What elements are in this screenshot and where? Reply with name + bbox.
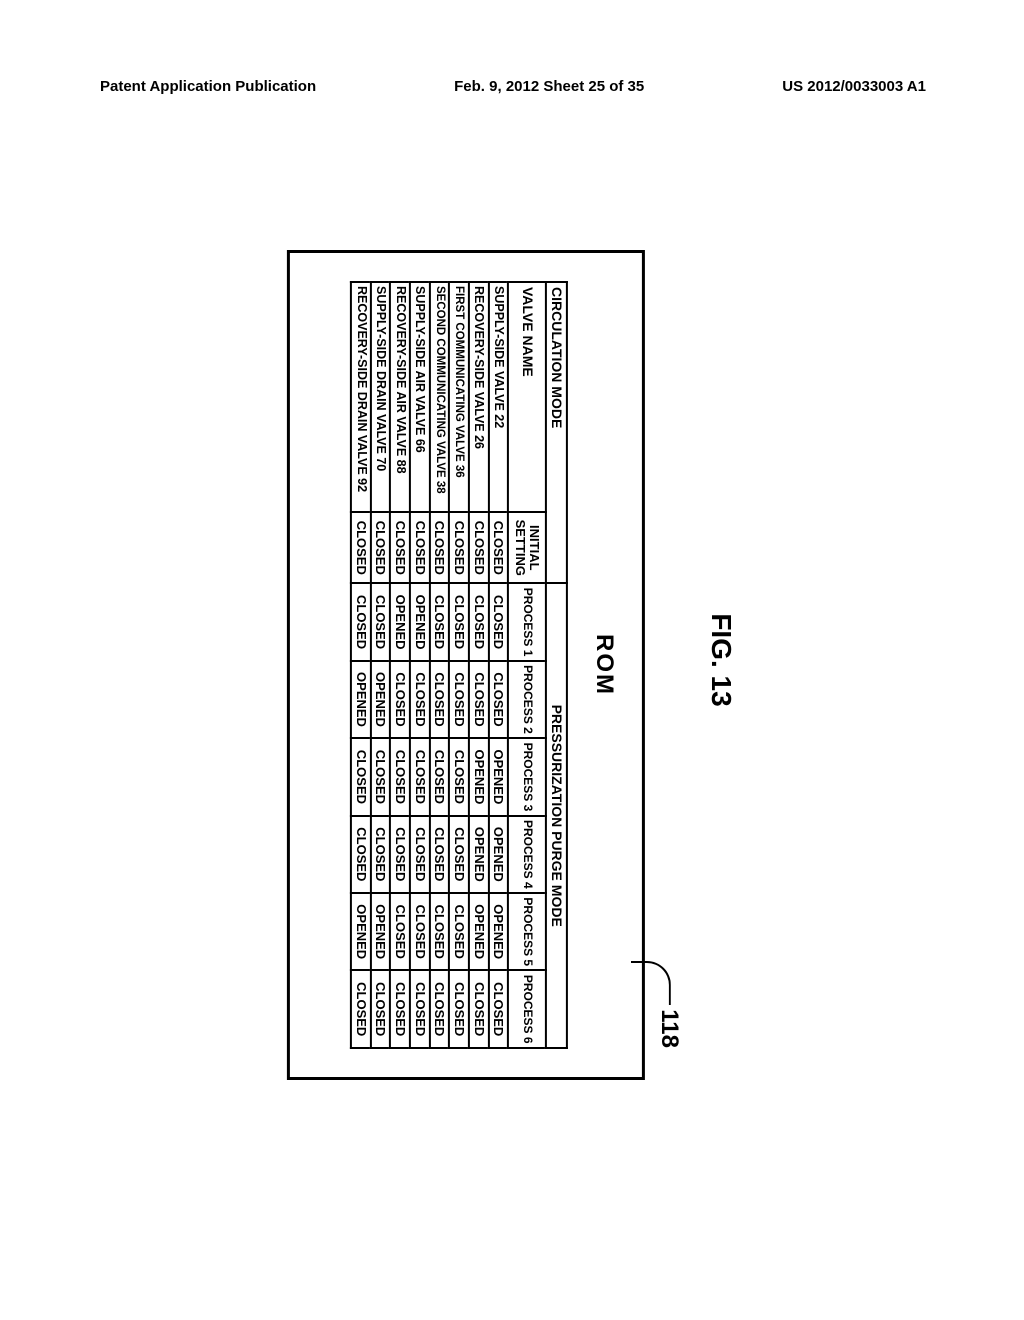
rom-box: ROM CIRCULATION MODE PRESSURIZATION PURG… — [287, 250, 645, 1080]
state-cell: CLOSED — [410, 512, 430, 583]
initial-setting-header: INITIAL SETTING — [508, 512, 546, 583]
valve-name-cell: SUPPLY-SIDE AIR VALVE 66 — [410, 282, 430, 512]
state-cell: CLOSED — [449, 512, 469, 583]
state-cell: OPENED — [489, 893, 509, 970]
process-5-header: PROCESS 5 — [508, 893, 546, 970]
process-2-header: PROCESS 2 — [508, 661, 546, 738]
state-cell: OPENED — [390, 583, 410, 660]
circulation-mode-header: CIRCULATION MODE — [546, 282, 567, 583]
state-cell: CLOSED — [390, 738, 410, 815]
state-cell: CLOSED — [351, 583, 371, 660]
state-cell: CLOSED — [449, 661, 469, 738]
state-cell: CLOSED — [351, 738, 371, 815]
state-cell: CLOSED — [390, 816, 410, 893]
state-cell: CLOSED — [430, 816, 450, 893]
state-cell: CLOSED — [430, 512, 450, 583]
state-cell: OPENED — [351, 661, 371, 738]
process-4-header: PROCESS 4 — [508, 816, 546, 893]
valve-name-cell: FIRST COMMUNICATING VALVE 36 — [449, 282, 469, 512]
process-6-header: PROCESS 6 — [508, 970, 546, 1048]
process-3-header: PROCESS 3 — [508, 738, 546, 815]
state-cell: CLOSED — [410, 893, 430, 970]
header-right: US 2012/0033003 A1 — [782, 78, 926, 95]
figure-label: FIG. 13 — [705, 160, 737, 1160]
valve-name-cell: SUPPLY-SIDE DRAIN VALVE 70 — [371, 282, 391, 512]
state-cell: CLOSED — [430, 893, 450, 970]
table-row: RECOVERY-SIDE AIR VALVE 88 CLOSED OPENED… — [390, 282, 410, 1048]
state-cell: OPENED — [351, 893, 371, 970]
figure-rotated-container: FIG. 13 118 ROM CIRCULATION MODE PRESSUR… — [287, 160, 737, 1160]
state-cell: OPENED — [469, 816, 489, 893]
state-cell: CLOSED — [390, 661, 410, 738]
state-cell: CLOSED — [430, 970, 450, 1048]
state-cell: CLOSED — [430, 661, 450, 738]
rom-title: ROM — [590, 281, 618, 1049]
valve-name-cell: SECOND COMMUNICATING VALVE 38 — [430, 282, 450, 512]
table-row: SECOND COMMUNICATING VALVE 38 CLOSED CLO… — [430, 282, 450, 1048]
state-cell: OPENED — [371, 661, 391, 738]
page-header: Patent Application Publication Feb. 9, 2… — [0, 78, 1024, 95]
reference-number-row: 118 — [645, 160, 683, 1160]
state-cell: CLOSED — [449, 738, 469, 815]
state-cell: CLOSED — [390, 893, 410, 970]
reference-leader-line — [631, 961, 671, 1005]
state-cell: CLOSED — [410, 816, 430, 893]
state-cell: CLOSED — [390, 512, 410, 583]
valve-table: CIRCULATION MODE PRESSURIZATION PURGE MO… — [350, 281, 568, 1049]
valve-name-cell: RECOVERY-SIDE AIR VALVE 88 — [390, 282, 410, 512]
valve-name-header: VALVE NAME — [508, 282, 546, 512]
table-row: SUPPLY-SIDE DRAIN VALVE 70 CLOSED CLOSED… — [371, 282, 391, 1048]
state-cell: OPENED — [469, 738, 489, 815]
state-cell: CLOSED — [371, 512, 391, 583]
state-cell: CLOSED — [351, 970, 371, 1048]
state-cell: CLOSED — [489, 970, 509, 1048]
state-cell: OPENED — [410, 583, 430, 660]
table-row: RECOVERY-SIDE VALVE 26 CLOSED CLOSED CLO… — [469, 282, 489, 1048]
state-cell: CLOSED — [351, 512, 371, 583]
reference-number: 118 — [655, 1009, 683, 1048]
state-cell: CLOSED — [371, 816, 391, 893]
state-cell: CLOSED — [469, 512, 489, 583]
state-cell: OPENED — [371, 893, 391, 970]
valve-name-cell: SUPPLY-SIDE VALVE 22 — [489, 282, 509, 512]
state-cell: CLOSED — [371, 738, 391, 815]
state-cell: CLOSED — [469, 661, 489, 738]
table-row: SUPPLY-SIDE VALVE 22 CLOSED CLOSED CLOSE… — [489, 282, 509, 1048]
state-cell: CLOSED — [430, 738, 450, 815]
state-cell: CLOSED — [390, 970, 410, 1048]
state-cell: CLOSED — [351, 816, 371, 893]
state-cell: CLOSED — [489, 661, 509, 738]
table-row: FIRST COMMUNICATING VALVE 36 CLOSED CLOS… — [449, 282, 469, 1048]
header-center: Feb. 9, 2012 Sheet 25 of 35 — [454, 78, 644, 95]
state-cell: CLOSED — [430, 583, 450, 660]
table-header-row-1: CIRCULATION MODE PRESSURIZATION PURGE MO… — [546, 282, 567, 1048]
state-cell: CLOSED — [449, 970, 469, 1048]
header-left: Patent Application Publication — [100, 78, 316, 95]
table-row: RECOVERY-SIDE DRAIN VALVE 92 CLOSED CLOS… — [351, 282, 371, 1048]
purge-mode-header: PRESSURIZATION PURGE MODE — [546, 583, 567, 1048]
state-cell: CLOSED — [410, 970, 430, 1048]
state-cell: CLOSED — [371, 970, 391, 1048]
valve-name-cell: RECOVERY-SIDE DRAIN VALVE 92 — [351, 282, 371, 512]
state-cell: CLOSED — [449, 816, 469, 893]
state-cell: CLOSED — [410, 738, 430, 815]
table-row: SUPPLY-SIDE AIR VALVE 66 CLOSED OPENED C… — [410, 282, 430, 1048]
state-cell: CLOSED — [469, 583, 489, 660]
state-cell: OPENED — [489, 738, 509, 815]
state-cell: CLOSED — [449, 583, 469, 660]
state-cell: OPENED — [469, 893, 489, 970]
state-cell: OPENED — [489, 816, 509, 893]
state-cell: CLOSED — [489, 512, 509, 583]
state-cell: CLOSED — [371, 583, 391, 660]
process-1-header: PROCESS 1 — [508, 583, 546, 660]
state-cell: CLOSED — [489, 583, 509, 660]
state-cell: CLOSED — [449, 893, 469, 970]
valve-name-cell: RECOVERY-SIDE VALVE 26 — [469, 282, 489, 512]
state-cell: CLOSED — [410, 661, 430, 738]
state-cell: CLOSED — [469, 970, 489, 1048]
